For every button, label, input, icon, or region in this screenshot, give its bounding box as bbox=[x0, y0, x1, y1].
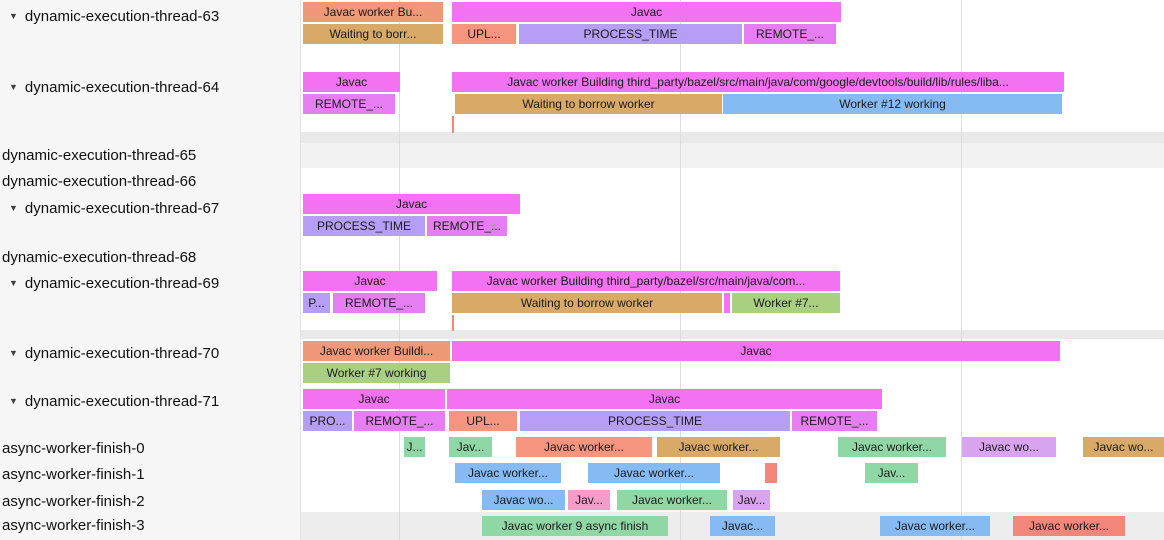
trace-event-bar[interactable]: PRO... bbox=[303, 411, 352, 431]
trace-event-bar[interactable]: Javac worker... bbox=[1013, 516, 1125, 536]
trace-event-bar[interactable]: Waiting to borrow worker bbox=[455, 94, 722, 114]
thread-list-sidebar: ▼ dynamic-execution-thread-63 ▼ dynamic-exe… bbox=[0, 0, 301, 540]
instant-event-marker[interactable] bbox=[452, 116, 454, 133]
trace-event-bar[interactable]: Jav... bbox=[449, 437, 492, 457]
trace-event-bar[interactable]: Worker #7 working bbox=[303, 363, 450, 383]
trace-event-bar[interactable]: Jav... bbox=[733, 490, 770, 510]
trace-event-bar[interactable]: Jav... bbox=[865, 463, 918, 483]
trace-event-bar[interactable]: PROCESS_TIME bbox=[520, 411, 790, 431]
trace-event-bar[interactable]: Javac worker Buildi... bbox=[303, 341, 450, 361]
trace-event-bar[interactable] bbox=[724, 293, 730, 313]
trace-event-bar[interactable]: REMOTE_... bbox=[792, 411, 877, 431]
thread-row[interactable]: ▼ dynamic-execution-thread-69 bbox=[0, 272, 300, 294]
thread-name: dynamic-execution-thread-68 bbox=[2, 248, 197, 266]
trace-event-bar[interactable]: Javac worker Building third_party/bazel/… bbox=[452, 72, 1064, 92]
trace-event-bar[interactable]: UPL... bbox=[452, 24, 516, 44]
collapse-arrow-icon[interactable]: ▼ bbox=[9, 203, 18, 213]
thread-name: async-worker-finish-2 bbox=[2, 492, 145, 510]
trace-event-bar[interactable]: Worker #7... bbox=[732, 293, 840, 313]
trace-event-bar[interactable]: Waiting to borr... bbox=[303, 24, 443, 44]
trace-event-bar[interactable]: Javac worker... bbox=[617, 490, 727, 510]
row-band bbox=[300, 330, 1164, 339]
trace-event-bar[interactable]: REMOTE_... bbox=[333, 293, 425, 313]
trace-event-bar[interactable]: Javac wo... bbox=[962, 437, 1056, 457]
thread-row[interactable]: dynamic-execution-thread-66 bbox=[0, 170, 302, 192]
thread-name: dynamic-execution-thread-64 bbox=[24, 78, 220, 96]
trace-event-bar[interactable]: REMOTE_... bbox=[744, 24, 836, 44]
collapse-arrow-icon[interactable]: ▼ bbox=[9, 278, 18, 288]
collapse-arrow-icon[interactable]: ▼ bbox=[9, 11, 18, 21]
gridline bbox=[961, 0, 962, 540]
row-band bbox=[300, 143, 1164, 168]
trace-event-bar[interactable]: Javac... bbox=[710, 516, 775, 536]
thread-name: dynamic-execution-thread-67 bbox=[24, 199, 220, 217]
collapse-arrow-icon[interactable]: ▼ bbox=[9, 396, 18, 406]
thread-row[interactable]: async-worker-finish-3 bbox=[0, 514, 302, 536]
gridline bbox=[680, 0, 681, 540]
trace-event-bar[interactable]: Javac worker 9 async finish bbox=[482, 516, 668, 536]
trace-event-bar[interactable]: Javac worker... bbox=[838, 437, 946, 457]
trace-event-bar[interactable]: Javac bbox=[447, 389, 882, 409]
trace-event-bar[interactable]: PROCESS_TIME bbox=[303, 216, 425, 236]
thread-name: dynamic-execution-thread-66 bbox=[2, 172, 197, 190]
thread-name: dynamic-execution-thread-70 bbox=[24, 344, 220, 362]
trace-event-bar[interactable]: Javac bbox=[452, 2, 841, 22]
thread-name: async-worker-finish-0 bbox=[2, 439, 145, 457]
trace-event-bar[interactable]: Javac bbox=[303, 194, 520, 214]
thread-row[interactable]: dynamic-execution-thread-65 bbox=[0, 144, 302, 166]
collapse-arrow-icon[interactable]: ▼ bbox=[9, 348, 18, 358]
instant-event-marker[interactable] bbox=[452, 315, 454, 331]
trace-event-bar[interactable]: Javac worker... bbox=[516, 437, 652, 457]
timeline-canvas[interactable]: Javac worker Bu... Javac Waiting to borr..… bbox=[300, 0, 1164, 540]
trace-event-bar[interactable]: REMOTE_... bbox=[354, 411, 445, 431]
thread-row[interactable]: async-worker-finish-2 bbox=[0, 490, 302, 512]
trace-event-bar[interactable]: Javac bbox=[303, 389, 445, 409]
trace-event-bar[interactable]: Javac worker... bbox=[657, 437, 780, 457]
trace-event-bar[interactable]: Waiting to borrow worker bbox=[452, 293, 722, 313]
trace-event-bar[interactable]: Javac worker... bbox=[588, 463, 720, 483]
thread-name: dynamic-execution-thread-63 bbox=[24, 7, 220, 25]
trace-event-bar[interactable]: Javac wo... bbox=[1083, 437, 1164, 457]
thread-row[interactable]: async-worker-finish-0 bbox=[0, 437, 302, 459]
thread-name: async-worker-finish-3 bbox=[2, 516, 145, 534]
gridline bbox=[399, 0, 400, 540]
trace-event-bar[interactable]: REMOTE_... bbox=[303, 94, 395, 114]
trace-event-bar[interactable]: Javac worker Bu... bbox=[303, 2, 443, 22]
trace-event-bar[interactable]: Javac bbox=[303, 271, 437, 291]
trace-event-bar[interactable]: Javac bbox=[452, 341, 1060, 361]
trace-event-bar[interactable]: J... bbox=[404, 437, 425, 457]
thread-row[interactable]: async-worker-finish-1 bbox=[0, 463, 302, 485]
thread-name: async-worker-finish-1 bbox=[2, 465, 145, 483]
thread-row[interactable]: ▼ dynamic-execution-thread-71 bbox=[0, 390, 300, 412]
trace-event-bar[interactable]: Jav... bbox=[568, 490, 610, 510]
trace-event-bar[interactable]: Javac worker... bbox=[880, 516, 990, 536]
trace-event-bar[interactable]: Worker #12 working bbox=[723, 94, 1062, 114]
trace-event-bar[interactable]: REMOTE_... bbox=[427, 216, 507, 236]
trace-event-bar[interactable]: PROCESS_TIME bbox=[519, 24, 742, 44]
thread-name: dynamic-execution-thread-65 bbox=[2, 146, 197, 164]
thread-row[interactable]: ▼ dynamic-execution-thread-67 bbox=[0, 197, 300, 219]
trace-event-bar[interactable]: P... bbox=[303, 293, 330, 313]
thread-name: dynamic-execution-thread-69 bbox=[24, 274, 220, 292]
row-band bbox=[300, 132, 1164, 143]
thread-row[interactable]: ▼ dynamic-execution-thread-63 bbox=[0, 5, 300, 27]
trace-event-bar[interactable] bbox=[765, 463, 777, 483]
thread-row[interactable]: ▼ dynamic-execution-thread-64 bbox=[0, 76, 300, 98]
trace-event-bar[interactable]: UPL... bbox=[449, 411, 517, 431]
trace-event-bar[interactable]: Javac bbox=[303, 72, 400, 92]
thread-name: dynamic-execution-thread-71 bbox=[24, 392, 220, 410]
thread-row[interactable]: dynamic-execution-thread-68 bbox=[0, 246, 302, 268]
trace-event-bar[interactable]: Javac wo... bbox=[482, 490, 565, 510]
trace-event-bar[interactable]: Javac worker Building third_party/bazel/… bbox=[452, 271, 840, 291]
collapse-arrow-icon[interactable]: ▼ bbox=[9, 82, 18, 92]
thread-row[interactable]: ▼ dynamic-execution-thread-70 bbox=[0, 342, 300, 364]
trace-event-bar[interactable]: Javac worker... bbox=[455, 463, 561, 483]
